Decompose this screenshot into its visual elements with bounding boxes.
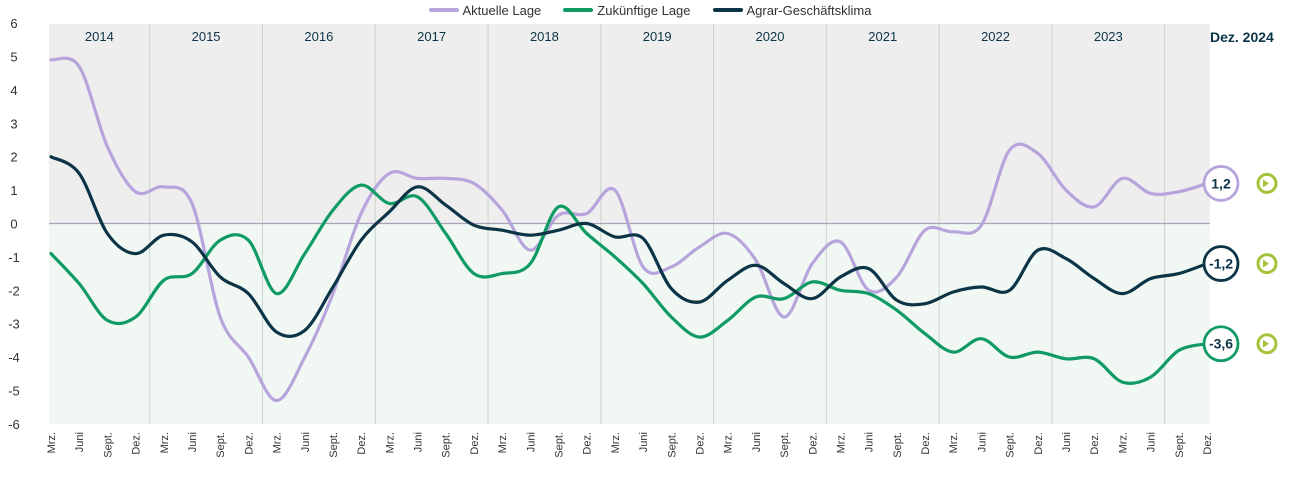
end-value-circle-zukuenftige-lage [1202,325,1240,363]
year-label-2023: 2023 [1094,29,1123,44]
year-label-2017: 2017 [417,29,446,44]
year-label-2021: 2021 [868,29,897,44]
x-tick-label: Sept. [102,432,114,458]
year-label-2022: 2022 [981,29,1010,44]
legend-item-agrar-geschaeftsklima[interactable]: Agrar-Geschäftsklima [712,1,872,19]
arrow-right-icon-head [1263,179,1269,188]
legend-label-aktuelle-lage: Aktuelle Lage [462,2,542,18]
x-tick-label: Juni [864,432,876,452]
x-tick-label: Mrz. [384,432,396,453]
x-tick-label: Sept. [215,432,227,458]
legend-item-zukuenftige-lage[interactable]: Zukünftige Lage [563,1,691,19]
x-tick-label: Sept. [1005,432,1017,458]
x-tick-label: Juni [300,432,312,452]
x-tick-label: Juni [74,432,86,452]
end-value-label-aktuelle-lage: 1,2 [1211,175,1231,191]
x-tick-label: Juni [638,432,650,452]
x-tick-label: Juni [525,432,537,452]
x-tick-label: Mrz. [610,432,622,453]
y-tick-label: -5 [8,384,20,399]
x-tick-label: Dez. [131,432,143,455]
x-tick-label: Mrz. [159,432,171,453]
x-tick-label: Mrz. [46,432,58,453]
year-label-2015: 2015 [192,29,221,44]
x-tick-label: Mrz. [723,432,735,453]
as-of-date-label: Dez. 2024 [1210,29,1274,45]
x-tick-label: Sept. [441,432,453,458]
x-tick-label: Dez. [1033,432,1045,455]
end-value-circle-aktuelle-lage [1202,165,1240,202]
x-tick-label: Juni [187,432,199,452]
x-tick-label: Mrz. [497,432,509,453]
y-tick-label: 6 [10,16,17,31]
x-tick-label: Dez. [1202,432,1214,455]
x-tick-label: Dez. [469,432,481,455]
arrow-right-icon [1256,333,1278,355]
x-tick-label: Sept. [328,432,340,458]
end-value-circle-agrar-geschaeftsklima [1202,245,1240,282]
x-tick-label: Mrz. [272,432,284,453]
y-tick-label: 5 [10,50,17,65]
x-tick-label: Dez. [582,432,594,455]
y-tick-label: -2 [8,283,20,298]
x-tick-label: Juni [1146,432,1158,452]
year-label-2018: 2018 [530,29,559,44]
x-tick-label: Dez. [356,432,368,455]
negative-area-background [49,223,1210,424]
end-value-label-zukuenftige-lage: -3,6 [1209,336,1233,352]
year-label-2020: 2020 [756,29,785,44]
positive-area-background [49,24,1210,224]
x-tick-label: Dez. [1089,432,1101,455]
x-tick-label: Juni [976,432,988,452]
x-tick-label: Juni [1061,432,1073,452]
x-tick-label: Sept. [779,432,791,458]
legend-swatch-zukuenftige-lage [563,8,594,12]
arrow-right-icon-head [1263,339,1269,348]
arrow-right-icon-head [1263,259,1269,268]
arrow-right-icon [1256,172,1278,194]
y-tick-label: -1 [8,250,20,265]
y-tick-label: 0 [10,217,17,232]
y-tick-label: 2 [10,150,17,165]
x-tick-label: Sept. [1174,432,1186,458]
y-tick-label: 3 [10,116,17,131]
legend-swatch-aktuelle-lage [428,8,459,12]
x-tick-label: Sept. [554,432,566,458]
x-tick-label: Sept. [666,432,678,458]
legend-label-agrar-geschaeftsklima: Agrar-Geschäftsklima [746,2,872,18]
legend-swatch-agrar-geschaeftsklima [712,8,743,12]
x-tick-label: Juni [413,432,425,452]
x-tick-label: Dez. [694,432,706,455]
legend-label-zukuenftige-lage: Zukünftige Lage [597,2,691,18]
series-line-zukuenftige-lage [49,183,1209,385]
legend-item-aktuelle-lage[interactable]: Aktuelle Lage [428,1,542,19]
series-line-agrar-geschaeftsklima [49,155,1209,338]
x-tick-label: Sept. [892,432,904,458]
y-tick-label: -4 [8,350,20,365]
year-label-2014: 2014 [85,29,114,44]
x-tick-label: Juni [751,432,763,452]
x-tick-label: Mrz. [835,432,847,453]
series-line-aktuelle-lage [49,56,1209,403]
year-label-2019: 2019 [643,29,672,44]
y-tick-label: -3 [8,317,20,332]
y-tick-label: 4 [10,83,17,98]
chart-legend: Aktuelle Lage Zukünftige Lage Agrar-Gesc… [0,1,1300,19]
y-tick-label: 1 [10,183,17,198]
year-label-2016: 2016 [304,29,333,44]
x-tick-label: Dez. [807,432,819,455]
end-value-label-agrar-geschaeftsklima: -1,2 [1209,256,1233,272]
arrow-right-icon [1256,253,1278,275]
x-tick-label: Mrz. [948,432,960,453]
y-tick-label: -6 [8,417,20,432]
x-tick-label: Dez. [243,432,255,455]
x-tick-label: Dez. [920,432,932,455]
x-tick-label: Mrz. [1117,432,1129,453]
